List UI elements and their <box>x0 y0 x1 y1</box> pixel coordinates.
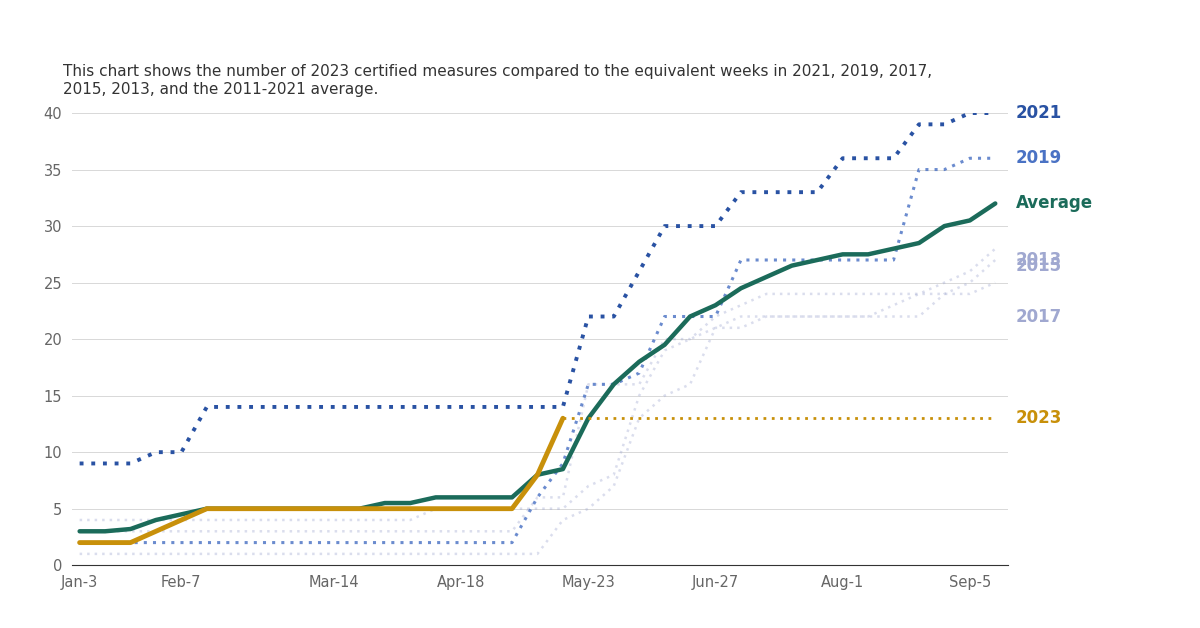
Text: This chart shows the number of 2023 certified measures compared to the equivalen: This chart shows the number of 2023 cert… <box>62 64 931 97</box>
Text: Average: Average <box>1015 195 1093 212</box>
Text: 2023: 2023 <box>1015 409 1062 427</box>
Text: 2019: 2019 <box>1015 149 1062 167</box>
Text: 2015: 2015 <box>1015 257 1062 274</box>
Text: 2021: 2021 <box>1015 104 1062 122</box>
Text: 2017: 2017 <box>1015 308 1062 325</box>
Text: 2013: 2013 <box>1015 251 1062 269</box>
